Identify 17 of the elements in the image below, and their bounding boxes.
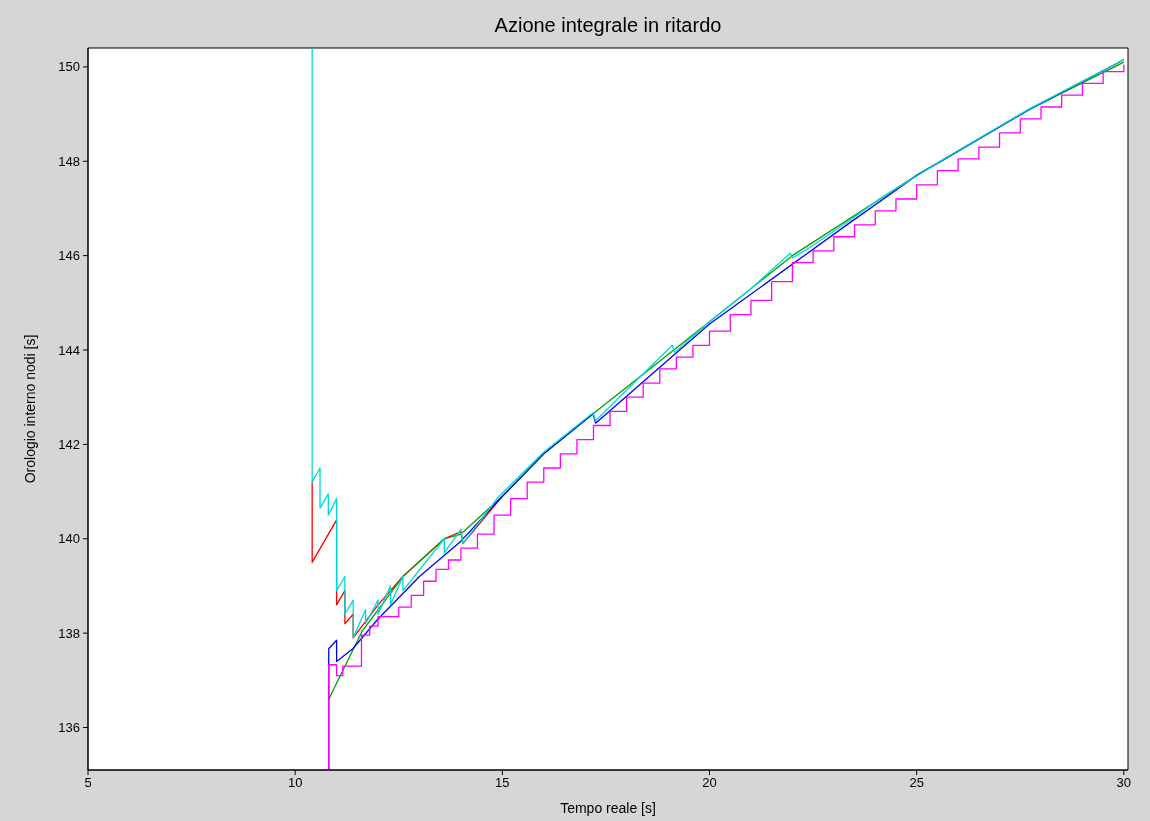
y-tick-label: 146 — [58, 248, 80, 264]
y-tick-label: 138 — [58, 625, 80, 641]
x-tick-label: 15 — [495, 775, 510, 791]
x-axis-title: Tempo reale [s] — [560, 800, 656, 816]
y-tick-label: 140 — [58, 531, 80, 547]
x-tick-label: 20 — [702, 775, 717, 791]
y-tick-label: 148 — [58, 153, 80, 169]
x-tick-label: 5 — [84, 775, 92, 791]
y-tick-label: 142 — [58, 437, 80, 453]
y-tick-label: 136 — [58, 720, 80, 736]
chart-title: Azione integrale in ritardo — [493, 14, 723, 37]
y-axis-title: Orologio interno nodi [s] — [21, 334, 38, 484]
x-tick-label: 30 — [1116, 775, 1132, 791]
y-tick-label: 150 — [58, 59, 80, 75]
x-tick-label: 10 — [287, 775, 303, 791]
x-tick-label: 25 — [909, 775, 924, 791]
y-tick-label: 144 — [58, 342, 80, 358]
